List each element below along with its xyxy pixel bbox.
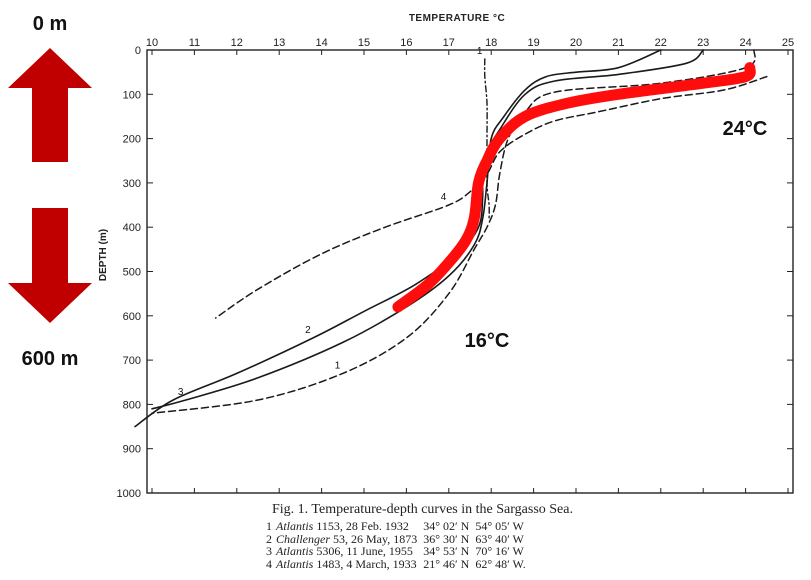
bottom-depth-label: 600 m [22, 348, 79, 370]
x-tick-label: 16 [400, 37, 412, 49]
y-tick-label: 100 [123, 89, 141, 101]
series-line-3 [151, 49, 662, 410]
arrow-down-icon [8, 208, 92, 323]
x-tick-label: 24 [739, 37, 751, 49]
series-line-2 [134, 49, 704, 428]
station-latitude: 21° 46′ N [423, 556, 470, 571]
y-tick-label: 400 [123, 222, 141, 234]
x-tick-label: 21 [612, 37, 624, 49]
x-tick-label: 19 [527, 37, 539, 49]
station-number: 2 [266, 531, 272, 546]
x-tick-label: 12 [231, 37, 243, 49]
series-label-1: 1 [335, 360, 341, 371]
arrow-up-icon [8, 48, 92, 162]
station-number: 4 [266, 556, 272, 571]
x-tick-label: 20 [570, 37, 582, 49]
series-label-2: 2 [305, 325, 311, 336]
x-tick-label: 22 [655, 37, 667, 49]
y-tick-label: 500 [123, 267, 141, 279]
station-number: 3 [266, 544, 272, 558]
x-tick-label: 14 [315, 37, 327, 49]
station-date: 1483, 4 March, 1933 [313, 556, 417, 571]
station-number: 1 [266, 519, 272, 533]
x-tick-label: 18 [485, 37, 497, 49]
station-description: Atlantis 5306, 11 June, 1955 [276, 545, 423, 558]
station-longitude: 54° 05′ W [475, 519, 524, 533]
y-tick-label: 0 [135, 45, 141, 57]
highlight-curve [392, 62, 756, 313]
y-tick-label: 700 [123, 355, 141, 367]
figure-caption: Fig. 1. Temperature-depth curves in the … [230, 502, 790, 570]
y-tick-label: 300 [123, 178, 141, 190]
plot-frame [146, 49, 794, 494]
y-tick-label: 900 [123, 444, 141, 456]
caption-title: Fig. 1. Temperature-depth curves in the … [272, 502, 573, 517]
x-tick-label: 13 [273, 37, 285, 49]
y-axis-title: DEPTH (m) [98, 229, 109, 281]
station-description: Atlantis 1153, 28 Feb. 1932 [276, 520, 423, 533]
y-tick-label: 600 [123, 311, 141, 323]
ship-name: Challenger [276, 531, 330, 546]
x-tick-label: 17 [443, 37, 455, 49]
station-longitude: 63° 40′ W [475, 531, 524, 546]
station-description: Atlantis 1483, 4 March, 1933 [276, 556, 423, 571]
station-date: 5306, 11 June, 1955 [313, 544, 413, 558]
x-axis-title: TEMPERATURE °C [409, 13, 505, 24]
station-latitude: 34° 53′ N [423, 544, 470, 558]
station-date: 1153, 28 Feb. 1932 [313, 519, 409, 533]
y-tick-label: 800 [123, 399, 141, 411]
warm-temperature-label: 24°C [723, 118, 768, 140]
station-longitude: 70° 16′ W [475, 544, 524, 558]
station-table: 1 Atlantis 1153, 28 Feb. 1932 34° 02′ N 54°… [266, 520, 532, 570]
y-tick-label: 200 [123, 134, 141, 146]
series-label-3: 3 [178, 387, 184, 398]
station-row: 2 Challenger 53, 26 May, 1873 36° 30′ N 63°… [266, 531, 532, 546]
series-label-1: 1 [477, 46, 483, 57]
x-tick-label: 10 [146, 37, 158, 49]
x-tick-label: 11 [189, 37, 200, 49]
station-latitude: 36° 30′ N [423, 531, 470, 546]
top-depth-label: 0 m [33, 13, 67, 35]
ship-name: Atlantis [276, 544, 314, 558]
y-tick-label: 1000 [117, 488, 141, 500]
station-longitude: 62° 48′ W. [475, 556, 526, 571]
station-row: 1 Atlantis 1153, 28 Feb. 1932 34° 02′ N 54°… [266, 520, 532, 533]
station-date: 53, 26 May, 1873 [330, 531, 418, 546]
series-line-4 [214, 75, 768, 319]
series-line-1 [483, 58, 490, 219]
x-tick-label: 25 [782, 37, 794, 49]
station-description: Challenger 53, 26 May, 1873 [276, 531, 423, 546]
ship-name: Atlantis [276, 519, 314, 533]
ship-name: Atlantis [276, 556, 314, 571]
series-label-4: 4 [441, 192, 447, 203]
station-row: 3 Atlantis 5306, 11 June, 1955 34° 53′ N 70… [266, 545, 532, 558]
series-line-1 [151, 49, 756, 415]
station-row: 4 Atlantis 1483, 4 March, 1933 21° 46′ N 62… [266, 556, 532, 571]
cold-temperature-label: 16°C [465, 330, 510, 352]
x-tick-label: 23 [697, 37, 709, 49]
x-tick-label: 15 [358, 37, 370, 49]
station-latitude: 34° 02′ N [423, 519, 470, 533]
